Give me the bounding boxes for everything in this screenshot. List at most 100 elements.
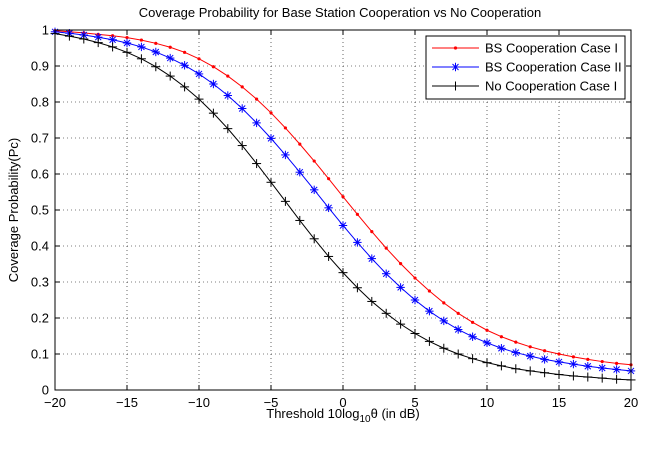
data-point (540, 355, 549, 364)
data-point (310, 185, 319, 195)
legend-label: No Cooperation Case I (485, 79, 617, 94)
data-point (283, 126, 287, 130)
data-point (280, 196, 290, 206)
data-point (327, 177, 331, 181)
marker-stroke (498, 344, 505, 352)
data-point (252, 159, 262, 169)
y-tick-label: 0.2 (31, 311, 49, 326)
data-point (341, 195, 345, 199)
data-point (139, 38, 143, 42)
data-point (471, 320, 475, 324)
data-point (295, 168, 304, 177)
data-point (238, 104, 247, 113)
legend-marker (451, 62, 460, 72)
legend-label: BS Cooperation Case I (485, 41, 618, 56)
marker-stroke (613, 366, 620, 373)
data-point (382, 269, 391, 278)
legend-label: BS Cooperation Case II (485, 60, 622, 75)
marker-stroke (282, 151, 289, 159)
data-point (597, 373, 607, 383)
marker-stroke (267, 135, 275, 142)
marker-stroke (109, 36, 116, 44)
data-point (612, 374, 622, 384)
data-point (485, 328, 489, 332)
data-point (598, 363, 607, 373)
marker-stroke (469, 333, 476, 341)
data-point (194, 94, 204, 104)
legend: BS Cooperation Case I BS Cooperation Case… (425, 35, 626, 100)
data-point (209, 79, 218, 89)
data-point (154, 41, 158, 45)
marker-stroke (253, 119, 260, 127)
marker-stroke (426, 307, 433, 315)
x-tick-label: 15 (552, 395, 566, 410)
marker-stroke (152, 48, 160, 56)
data-point (615, 361, 619, 365)
data-point (312, 159, 316, 163)
data-point (298, 142, 302, 146)
data-point (496, 361, 506, 371)
legend-entry: No Cooperation Case I (432, 79, 617, 94)
data-point (352, 283, 362, 293)
data-point (180, 61, 189, 70)
data-point (266, 134, 276, 143)
data-point (554, 357, 564, 367)
marker-stroke (512, 349, 520, 356)
data-point (281, 150, 290, 160)
data-point (410, 295, 420, 305)
data-point (64, 31, 74, 41)
data-point (223, 91, 232, 100)
data-point (168, 45, 172, 49)
data-point (410, 328, 420, 338)
data-point (223, 124, 233, 134)
marker-stroke (339, 222, 347, 229)
data-point (424, 336, 434, 346)
legend-marker (451, 81, 460, 91)
data-point (197, 57, 201, 61)
data-point (151, 62, 161, 72)
x-tick-label: 5 (411, 395, 418, 410)
marker-stroke (570, 360, 577, 368)
data-point (526, 351, 535, 361)
data-point (439, 316, 448, 326)
x-axis-label-prefix: Threshold 10log (266, 406, 359, 421)
data-point (468, 332, 477, 341)
grid (55, 30, 631, 390)
x-axis-label-subscript: 10 (359, 414, 371, 425)
data-point (211, 65, 215, 69)
data-point (525, 366, 535, 376)
y-tick-label: 0.4 (31, 239, 49, 254)
data-point (540, 368, 550, 378)
y-tick-label: 0.3 (31, 275, 49, 290)
marker-stroke (181, 61, 188, 69)
data-point (396, 283, 405, 292)
marker-stroke (411, 296, 419, 304)
data-point (137, 42, 146, 52)
data-point (266, 177, 276, 187)
data-point (571, 355, 576, 359)
data-point (108, 42, 118, 52)
data-point (482, 338, 492, 348)
data-point (183, 50, 187, 54)
x-tick-label: 20 (624, 395, 638, 410)
data-point (384, 246, 388, 250)
data-point (240, 85, 244, 89)
marker-stroke (210, 80, 217, 88)
y-tick-label: 0.7 (31, 131, 49, 146)
data-point (583, 362, 592, 371)
data-point (367, 254, 376, 263)
data-point (353, 238, 362, 247)
legend-entry: BS Cooperation Case I (432, 41, 618, 56)
data-point (370, 230, 374, 234)
x-tick-label: −20 (44, 395, 66, 410)
data-point (166, 53, 175, 63)
data-point (136, 54, 146, 64)
data-point (453, 349, 463, 359)
data-point (554, 370, 564, 380)
data-point (252, 118, 261, 128)
data-point (456, 311, 460, 315)
data-point (557, 352, 561, 356)
x-tick-label: −5 (264, 395, 279, 410)
data-point (586, 357, 590, 361)
marker-stroke (166, 54, 174, 62)
